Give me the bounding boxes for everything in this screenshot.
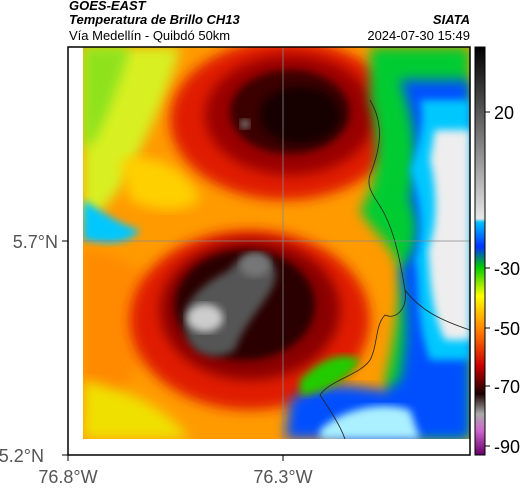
region-subtitle: Vía Medellín - Quibdó 50km xyxy=(69,28,231,43)
lat-label-5-7: 5.7°N xyxy=(13,232,58,252)
lat-label-5-2: 5.2°N xyxy=(0,446,44,466)
colorbar xyxy=(474,46,486,456)
brightness-temperature-raster xyxy=(83,47,470,439)
colorbar-tick-minus70: -70 xyxy=(494,377,520,397)
satellite-name: GOES-EAST xyxy=(69,0,146,13)
lon-label-76-3: 76.3°W xyxy=(253,467,312,487)
colorbar-tick-minus50: -50 xyxy=(494,319,520,339)
agency-label: SIATA xyxy=(432,12,470,27)
colorbar-tick-minus30: -30 xyxy=(494,259,520,279)
map-frame xyxy=(67,46,471,456)
datetime-label: 2024-07-30 15:49 xyxy=(367,28,470,43)
lon-label-76-8: 76.8°W xyxy=(38,467,97,487)
product-title: Temperatura de Brillo CH13 xyxy=(69,12,240,27)
colorbar-tick-minus90: -90 xyxy=(494,437,520,457)
colorbar-tick-20: 20 xyxy=(494,103,514,123)
